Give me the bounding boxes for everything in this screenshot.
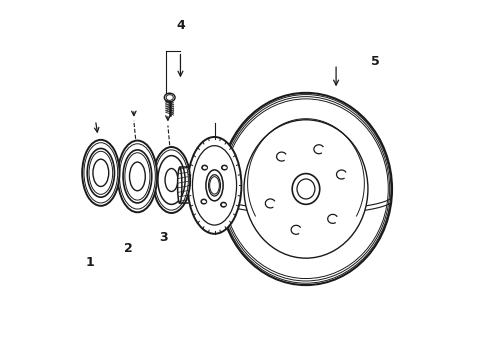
- Ellipse shape: [221, 165, 227, 170]
- Ellipse shape: [220, 93, 392, 285]
- Ellipse shape: [89, 151, 113, 194]
- Ellipse shape: [158, 156, 185, 204]
- Ellipse shape: [125, 153, 150, 200]
- Ellipse shape: [244, 120, 368, 258]
- Ellipse shape: [201, 199, 207, 204]
- Text: 5: 5: [370, 55, 379, 68]
- Ellipse shape: [166, 95, 173, 100]
- Ellipse shape: [206, 170, 223, 201]
- Ellipse shape: [84, 143, 118, 203]
- Ellipse shape: [209, 175, 221, 196]
- Ellipse shape: [188, 137, 242, 234]
- Ellipse shape: [177, 167, 182, 203]
- Ellipse shape: [297, 179, 315, 199]
- Ellipse shape: [210, 177, 220, 194]
- Ellipse shape: [220, 202, 226, 207]
- Ellipse shape: [155, 150, 188, 210]
- Ellipse shape: [165, 168, 178, 192]
- Ellipse shape: [164, 93, 175, 102]
- Ellipse shape: [202, 165, 207, 170]
- Ellipse shape: [82, 140, 120, 206]
- Ellipse shape: [129, 162, 146, 191]
- Ellipse shape: [120, 144, 155, 209]
- Text: 1: 1: [85, 256, 94, 269]
- Ellipse shape: [93, 159, 109, 186]
- Ellipse shape: [87, 148, 115, 197]
- Text: 3: 3: [160, 231, 168, 244]
- Ellipse shape: [153, 147, 190, 213]
- Ellipse shape: [193, 146, 237, 225]
- Text: 2: 2: [124, 242, 132, 255]
- Ellipse shape: [123, 150, 152, 203]
- Ellipse shape: [118, 140, 157, 212]
- Ellipse shape: [292, 174, 320, 204]
- Text: 4: 4: [177, 19, 186, 32]
